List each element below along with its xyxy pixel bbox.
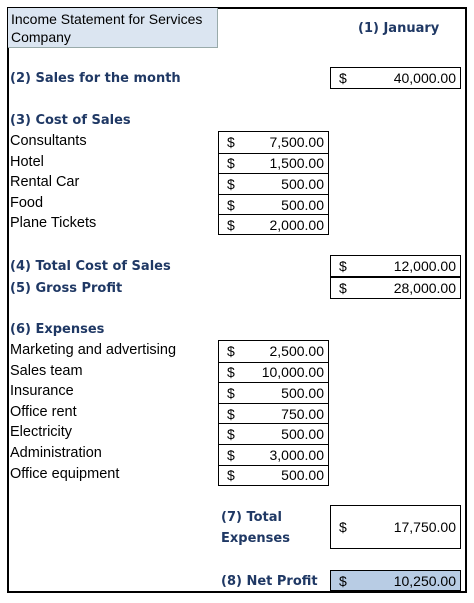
line-item-currency: $	[227, 343, 235, 360]
gross-profit-amount: 28,000.00	[393, 280, 456, 296]
line-item-cell: $500.00	[219, 173, 328, 194]
line-item-cell: $3,000.00	[219, 443, 328, 465]
cost-of-sales-header: (3) Cost of Sales	[10, 113, 131, 128]
line-item-currency: $	[227, 217, 235, 234]
line-item-cell: $500.00	[219, 423, 328, 444]
gross-profit-currency: $	[339, 280, 347, 296]
line-item-label: Plane Tickets	[10, 215, 97, 232]
line-item-cell: $1,500.00	[219, 152, 328, 174]
line-item-label: Electricity	[10, 424, 73, 441]
line-item-amount: 10,000.00	[261, 364, 324, 381]
sales-cell: $ 40,000.00	[330, 67, 461, 89]
line-item-cell: $7,500.00	[219, 132, 328, 153]
line-item-amount: 500.00	[281, 467, 324, 484]
line-item-amount: 500.00	[281, 196, 324, 213]
line-item-label: Sales team	[10, 362, 83, 379]
line-item-label: Food	[10, 194, 44, 211]
line-item-amount: 3,000.00	[269, 446, 325, 463]
line-item-label: Rental Car	[10, 174, 80, 191]
line-item-amount: 1,500.00	[269, 155, 325, 172]
line-item-cell: $2,000.00	[219, 214, 328, 235]
line-item-label: Administration	[10, 445, 102, 461]
line-item-cell: $500.00	[219, 193, 328, 215]
total-cost-of-sales-cell: $ 12,000.00	[330, 255, 461, 277]
line-item-currency: $	[227, 446, 235, 463]
line-item-currency: $	[227, 175, 235, 192]
line-item-amount: 500.00	[281, 175, 324, 192]
line-item-cell: $2,500.00	[219, 341, 328, 362]
line-item-label: Office rent	[10, 403, 77, 420]
cost-of-sales-cells: $7,500.00 $1,500.00 $500.00 $500.00 $2,000.0…	[218, 131, 329, 235]
line-item-cell: $750.00	[219, 402, 328, 424]
line-item-currency: $	[227, 467, 235, 484]
total-cost-of-sales-label: (4) Total Cost of Sales	[10, 259, 171, 274]
line-item-label: Marketing and advertising	[10, 342, 177, 358]
line-item-cell: $500.00	[219, 382, 328, 403]
total-expenses-label-line1: (7) Total	[221, 510, 282, 525]
gross-profit-cell: $ 28,000.00	[330, 277, 461, 299]
total-expenses-currency: $	[339, 519, 347, 535]
line-item-currency: $	[227, 196, 235, 213]
total-expenses-label-line2: Expenses	[221, 531, 290, 546]
period-header: (1) January	[358, 21, 440, 36]
line-item-cell: $500.00	[219, 464, 328, 486]
expenses-cells: $2,500.00 $10,000.00 $500.00 $750.00 $500.00…	[218, 340, 329, 486]
line-item-currency: $	[227, 384, 235, 401]
sales-label: (2) Sales for the month	[10, 71, 181, 86]
total-expenses-amount: 17,750.00	[393, 519, 456, 535]
line-item-label: Office equipment	[10, 465, 120, 482]
line-item-currency: $	[227, 405, 235, 422]
line-item-amount: 500.00	[281, 384, 324, 401]
net-profit-currency: $	[339, 572, 347, 589]
line-item-label: Consultants	[10, 133, 87, 149]
statement-title: Income Statement for Services Company	[8, 8, 218, 48]
line-item-currency: $	[227, 134, 235, 151]
line-item-amount: 2,500.00	[269, 343, 325, 360]
net-profit-amount: 10,250.00	[393, 572, 456, 589]
total-expenses-cell: $ 17,750.00	[330, 505, 461, 549]
line-item-amount: 2,000.00	[269, 217, 325, 234]
sales-amount: 40,000.00	[393, 70, 456, 86]
line-item-amount: 750.00	[281, 405, 324, 422]
net-profit-cell: $ 10,250.00	[330, 570, 461, 591]
line-item-currency: $	[227, 426, 235, 443]
expenses-header: (6) Expenses	[10, 322, 105, 337]
statement-frame	[7, 7, 467, 593]
total-cost-currency: $	[339, 258, 347, 274]
line-item-currency: $	[227, 155, 235, 172]
net-profit-label: (8) Net Profit	[221, 574, 318, 589]
sales-currency: $	[339, 70, 347, 86]
line-item-cell: $10,000.00	[219, 361, 328, 383]
line-item-amount: 7,500.00	[269, 134, 325, 151]
gross-profit-label: (5) Gross Profit	[10, 281, 123, 296]
line-item-amount: 500.00	[281, 426, 324, 443]
line-item-label: Insurance	[10, 383, 74, 400]
line-item-currency: $	[227, 364, 235, 381]
line-item-label: Hotel	[10, 153, 44, 170]
total-cost-amount: 12,000.00	[393, 258, 456, 274]
